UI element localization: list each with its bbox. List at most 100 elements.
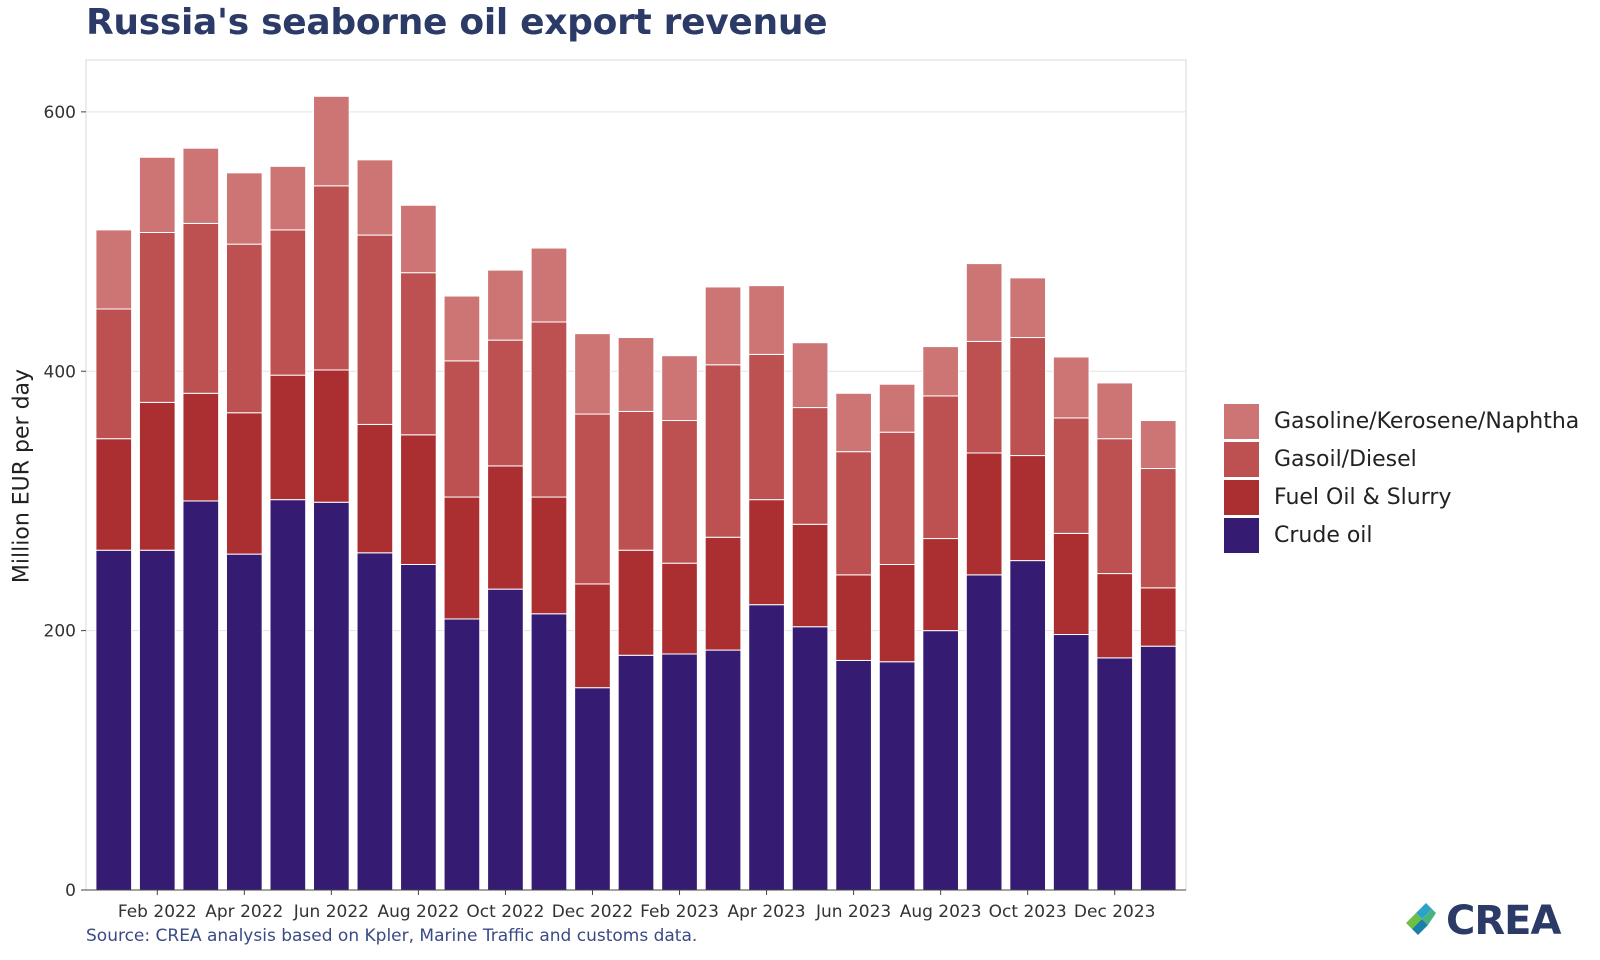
y-tick-label: 600 — [44, 103, 76, 123]
bar-segment — [922, 630, 959, 891]
legend-item[interactable]: Fuel Oil & Slurry — [1224, 478, 1579, 516]
legend-label: Gasoil/Diesel — [1274, 446, 1417, 472]
bar-segment — [1096, 573, 1134, 659]
legend-swatch — [1224, 403, 1259, 439]
bar-segment — [704, 649, 742, 891]
bar-segment — [313, 95, 350, 187]
bar-segment — [1052, 532, 1090, 636]
bar-segment — [400, 563, 437, 891]
bar-segment — [530, 496, 568, 615]
bar-segment — [704, 286, 742, 366]
bar-segment — [443, 360, 481, 498]
x-tick-label: Feb 2022 — [118, 902, 197, 922]
legend-label: Gasoline/Kerosene/Naphtha — [1274, 408, 1580, 434]
bar-segment — [443, 295, 481, 362]
legend-swatch — [1224, 441, 1259, 477]
bar-segment — [225, 553, 263, 891]
bar-segment — [138, 401, 176, 551]
legend-item[interactable]: Crude oil — [1224, 516, 1579, 554]
x-tick-label: Jun 2022 — [293, 902, 369, 922]
bar-segment — [138, 156, 176, 233]
bar-segment — [791, 342, 829, 409]
x-tick-label: Oct 2023 — [989, 902, 1067, 922]
bar-segment — [313, 185, 350, 371]
source-note: Source: CREA analysis based on Kpler, Ma… — [86, 926, 698, 946]
bar-segment — [661, 653, 698, 891]
bar-segment — [574, 413, 611, 585]
bar-segment — [487, 465, 524, 590]
bar-segment — [1096, 382, 1134, 440]
bar-segment — [922, 395, 959, 540]
bar-segment — [791, 407, 829, 525]
bar-segment — [1052, 356, 1090, 419]
bar-segment — [704, 364, 742, 538]
bar-segment — [617, 549, 655, 656]
bar-segment — [400, 204, 437, 274]
bar-segment — [1009, 560, 1047, 891]
bar-segment — [269, 229, 307, 376]
bar-segment — [791, 626, 829, 891]
bar-segment — [1096, 438, 1134, 575]
bar-segment — [704, 536, 742, 651]
bar-segment — [922, 346, 959, 397]
x-tick-label: Apr 2023 — [728, 902, 806, 922]
bar-segment — [313, 369, 350, 503]
chart-title: Russia's seaborne oil export revenue — [86, 2, 828, 43]
bar-segment — [748, 604, 785, 891]
bar-segment — [835, 451, 872, 576]
bar-segment — [356, 423, 394, 554]
bar-segment — [965, 340, 1003, 454]
bar-segment — [182, 222, 220, 394]
x-tick-label: Oct 2022 — [466, 902, 544, 922]
bar-segment — [965, 574, 1003, 891]
x-tick-label: Jun 2023 — [815, 902, 891, 922]
bar-segment — [530, 247, 568, 323]
y-axis-title: Million EUR per day — [9, 368, 35, 584]
crea-logo-text: CREA — [1446, 898, 1561, 944]
legend-swatch — [1224, 517, 1259, 553]
bar-segment — [1139, 468, 1177, 589]
x-tick-label: Feb 2023 — [640, 902, 719, 922]
bar-segment — [617, 337, 655, 412]
bar-segment — [269, 165, 307, 231]
bar-segment — [1052, 634, 1090, 891]
bar-segment — [487, 588, 524, 891]
bar-segment — [356, 552, 394, 891]
bar-segment — [1052, 417, 1090, 534]
bar-segment — [356, 234, 394, 425]
bar-segment — [400, 434, 437, 565]
bar-segment — [661, 355, 698, 422]
bar-segment — [225, 412, 263, 555]
bar-segment — [1096, 657, 1134, 891]
bar-segment — [182, 392, 220, 502]
x-tick-label: Aug 2023 — [900, 902, 982, 922]
bar-segment — [95, 549, 133, 891]
bar-segment — [835, 392, 872, 453]
legend-item[interactable]: Gasoil/Diesel — [1224, 440, 1579, 478]
x-tick-label: Aug 2022 — [377, 902, 459, 922]
bar-segment — [878, 431, 916, 565]
bar-segment — [530, 321, 568, 498]
bar-segment — [530, 613, 568, 891]
bar-segment — [617, 654, 655, 891]
bar-segment — [965, 263, 1003, 342]
bar-segment — [1139, 420, 1177, 470]
bar-segment — [878, 383, 916, 433]
bar-segment — [269, 374, 307, 501]
bar-segment — [1009, 455, 1047, 562]
bar-segment — [661, 562, 698, 655]
bar-segment — [443, 496, 481, 620]
bar-segment — [574, 583, 611, 689]
y-tick-label: 400 — [44, 362, 76, 382]
crea-logo-icon — [1406, 903, 1436, 935]
bar-segment — [1139, 587, 1177, 647]
bar-segment — [313, 501, 350, 891]
bar-segment — [182, 500, 220, 891]
bar-segment — [878, 661, 916, 891]
legend-item[interactable]: Gasoline/Kerosene/Naphtha — [1224, 402, 1579, 440]
bar-segment — [574, 687, 611, 891]
bar-segment — [1009, 337, 1047, 457]
bar-segment — [922, 538, 959, 632]
bar-segment — [225, 172, 263, 245]
